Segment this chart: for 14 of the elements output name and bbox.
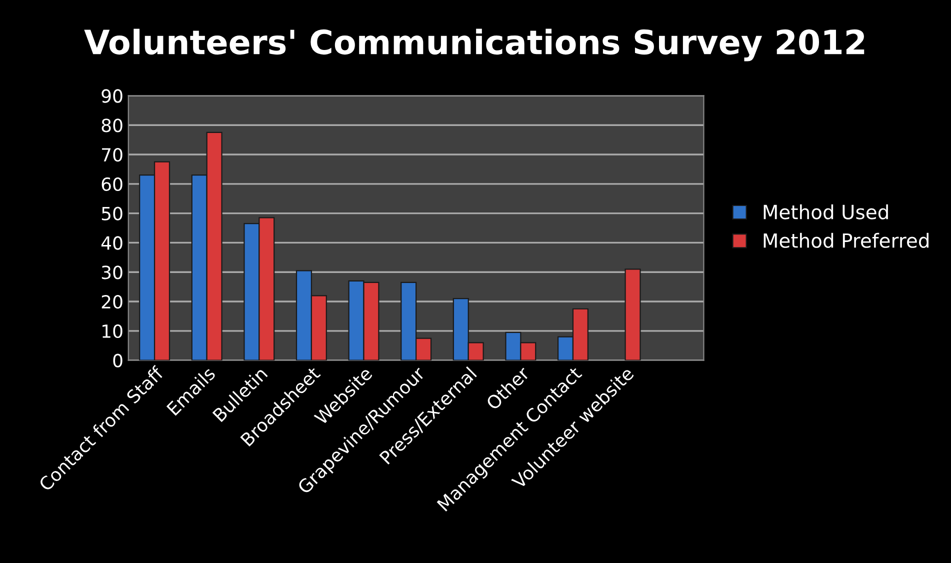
y-tick-label: 0 (113, 354, 122, 368)
chart-title: Volunteers' Communications Survey 2012 (84, 28, 864, 62)
y-tick-label: 20 (102, 294, 122, 309)
y-tick-label: 70 (102, 148, 122, 162)
bar (624, 268, 641, 360)
y-tick-label: 30 (102, 266, 122, 280)
legend-label: Method Preferred (764, 232, 928, 248)
y-tick-label: 60 (102, 177, 122, 192)
y-tick-label: 80 (102, 118, 122, 132)
y-tick-label: 40 (101, 236, 122, 250)
y-tick-label: 90 (102, 89, 122, 103)
y-tick-label: 10 (102, 324, 122, 338)
y-tick-label: 50 (102, 206, 122, 220)
legend-label: Method Used (764, 204, 888, 220)
